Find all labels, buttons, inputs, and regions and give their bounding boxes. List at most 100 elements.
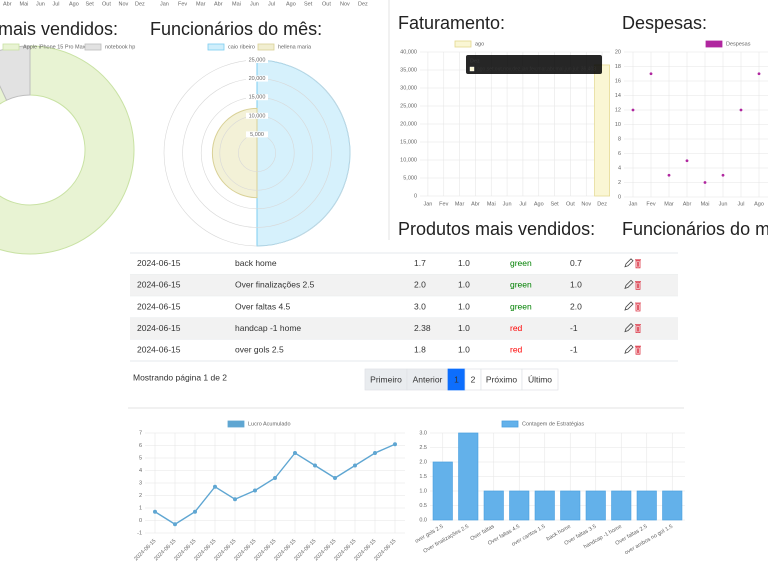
table-cell: Over faltas 4.5 bbox=[235, 301, 291, 311]
x-tick-label: Mai bbox=[487, 201, 496, 207]
point bbox=[667, 173, 671, 177]
table-cell: green bbox=[510, 280, 532, 290]
table-row bbox=[130, 253, 678, 275]
legend-label: notebook hp bbox=[105, 44, 135, 50]
x-tick-label: Jun bbox=[719, 201, 728, 207]
y-tick-label: 7 bbox=[139, 430, 142, 436]
table-cell: over gols 2.5 bbox=[235, 344, 284, 354]
chart-title: Despesas: bbox=[622, 13, 707, 33]
section-title: Produtos mais vendidos: bbox=[398, 219, 595, 239]
table-cell: 1.0 bbox=[458, 344, 470, 354]
x-tick-label: Fev bbox=[646, 201, 655, 207]
table-cell: 2.0 bbox=[414, 280, 426, 290]
x-tick-label: Jun bbox=[503, 201, 512, 207]
point bbox=[757, 72, 761, 76]
x-tick-label: Jul bbox=[519, 201, 526, 207]
table-cell: 1.0 bbox=[458, 323, 470, 333]
axis-label: Jul bbox=[53, 1, 60, 7]
y-tick-label: 14 bbox=[615, 93, 621, 99]
x-tick-label: Jan bbox=[629, 201, 638, 207]
page-button-label[interactable]: Próximo bbox=[486, 374, 517, 384]
point bbox=[703, 181, 707, 184]
y-tick-label: 20 bbox=[615, 49, 621, 55]
axis-label: Jun bbox=[36, 1, 45, 7]
page-button[interactable] bbox=[521, 368, 559, 391]
edit-icon[interactable] bbox=[624, 279, 634, 290]
y-tick-label: 0.5 bbox=[419, 503, 427, 509]
tick-backdrop bbox=[246, 131, 268, 138]
y-tick-label: 4 bbox=[618, 165, 621, 171]
bar bbox=[458, 432, 479, 521]
legend-swatch bbox=[257, 43, 275, 51]
bar bbox=[585, 490, 606, 521]
table-cell: 1.8 bbox=[414, 344, 426, 354]
point bbox=[253, 488, 257, 493]
chart-title: mais vendidos: bbox=[0, 19, 118, 39]
point bbox=[313, 463, 317, 468]
x-tick-label: Mar bbox=[664, 201, 674, 207]
r-tick-label: 5,000 bbox=[250, 132, 264, 138]
legend-swatch bbox=[84, 43, 102, 51]
y-tick-label: 2 bbox=[139, 493, 142, 499]
edit-icon[interactable] bbox=[624, 344, 634, 354]
point bbox=[273, 476, 277, 480]
tick-backdrop bbox=[246, 112, 268, 119]
bar bbox=[611, 490, 632, 521]
delete-icon[interactable] bbox=[635, 281, 641, 290]
axis-label: Abr bbox=[3, 1, 12, 7]
delete-icon[interactable] bbox=[635, 345, 641, 355]
tooltip-swatch bbox=[469, 66, 475, 72]
legend-swatch bbox=[705, 40, 723, 48]
point bbox=[353, 463, 357, 468]
bar bbox=[483, 490, 504, 521]
bar bbox=[509, 490, 530, 521]
axis-label: Out bbox=[322, 1, 331, 7]
point bbox=[333, 476, 337, 480]
delete-icon[interactable] bbox=[635, 324, 641, 333]
delete-icon[interactable] bbox=[635, 302, 641, 312]
point bbox=[631, 108, 635, 112]
axis-label: Dez bbox=[358, 1, 368, 7]
y-tick-label: 30,000 bbox=[400, 85, 417, 91]
point bbox=[213, 484, 217, 489]
x-tick-label: Jul bbox=[737, 201, 744, 207]
section-title: Funcionários do mês: bbox=[622, 219, 768, 239]
table-cell: 1.0 bbox=[458, 258, 470, 268]
table-cell: 2024-06-15 bbox=[137, 280, 181, 290]
tooltip-body: ago,set,out,nov,dez,jan,fev,mar,abr,mai,… bbox=[477, 66, 596, 72]
axis-label: Dez bbox=[135, 1, 145, 7]
edit-icon[interactable] bbox=[624, 258, 634, 268]
edit-icon[interactable] bbox=[624, 301, 634, 311]
x-tick-label: Set bbox=[550, 201, 559, 207]
tooltip-title: Dez bbox=[470, 58, 480, 64]
table-cell: red bbox=[510, 323, 523, 333]
legend-label: hellena maria bbox=[278, 44, 312, 50]
y-tick-label: 2.5 bbox=[419, 445, 427, 451]
table-row bbox=[130, 296, 678, 318]
r-tick-label: 20,000 bbox=[249, 76, 266, 82]
x-tick-label: Dez bbox=[597, 201, 607, 207]
table-cell: Over finalizações 2.5 bbox=[235, 280, 315, 290]
page-button-label[interactable]: 2 bbox=[471, 374, 476, 384]
axis-label: Mai bbox=[232, 1, 241, 7]
point bbox=[173, 522, 177, 527]
bar bbox=[594, 64, 610, 197]
y-tick-label: 1 bbox=[139, 505, 142, 511]
axis-label: Jan bbox=[160, 1, 169, 7]
point bbox=[293, 451, 297, 455]
page-button-label[interactable]: 1 bbox=[454, 374, 459, 384]
y-tick-label: 25,000 bbox=[400, 103, 417, 109]
y-tick-label: 6 bbox=[618, 151, 621, 157]
legend-swatch bbox=[227, 420, 245, 428]
y-tick-label: 6 bbox=[139, 443, 142, 449]
page-button-label[interactable]: Último bbox=[528, 374, 552, 384]
y-tick-label: 5,000 bbox=[403, 175, 417, 181]
legend-swatch bbox=[207, 43, 225, 51]
tooltip bbox=[466, 55, 602, 74]
table-row bbox=[130, 317, 678, 340]
axis-label: Abr bbox=[214, 1, 223, 7]
delete-icon[interactable] bbox=[635, 259, 641, 269]
axis-label: Out bbox=[102, 1, 111, 7]
edit-icon[interactable] bbox=[624, 323, 634, 333]
